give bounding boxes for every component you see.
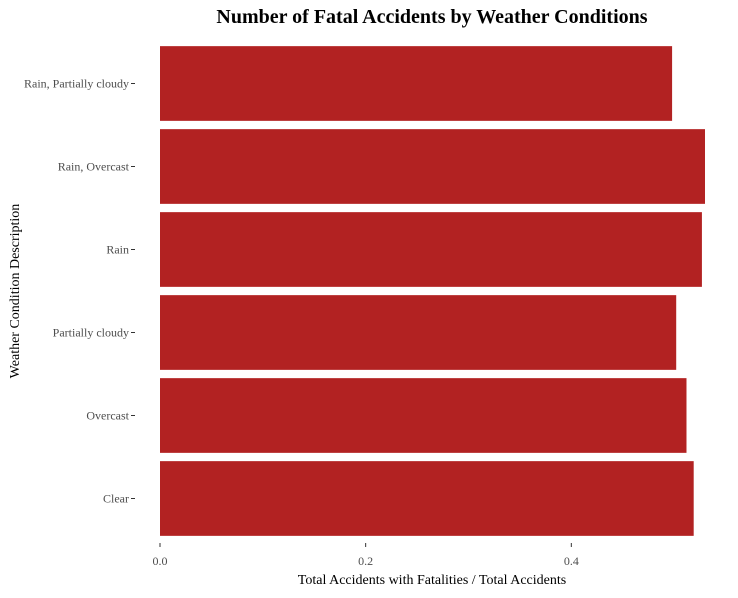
chart-title: Number of Fatal Accidents by Weather Con… (216, 6, 647, 28)
bar-clear (160, 461, 694, 536)
bar-overcast (160, 378, 687, 453)
y-axis-title: Weather Condition Description (8, 204, 23, 379)
x-tick-label: 0.0 (153, 554, 168, 568)
bar-partially-cloudy (160, 295, 677, 370)
y-tick-label: Rain, Partially cloudy (24, 77, 129, 91)
x-axis: 0.0 0.2 0.4 (153, 543, 579, 568)
y-tick-label: Partially cloudy (53, 326, 129, 340)
y-axis: Clear Overcast Partially cloudy Rain Rain, O… (24, 77, 135, 506)
y-tick-label: Clear (103, 492, 129, 506)
y-tick-label: Rain (106, 243, 129, 257)
x-tick-label: 0.4 (564, 554, 579, 568)
bar-rain-overcast (160, 129, 705, 204)
bars-layer (160, 46, 705, 536)
x-tick-label: 0.2 (358, 554, 373, 568)
bar-rain-partially-cloudy (160, 46, 673, 121)
bar-rain (160, 212, 702, 287)
y-tick-label: Rain, Overcast (58, 160, 130, 174)
y-tick-label: Overcast (86, 409, 129, 423)
x-axis-title: Total Accidents with Fatalities / Total … (298, 573, 566, 588)
